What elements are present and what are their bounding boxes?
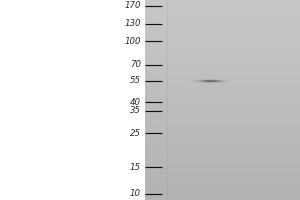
Text: 55: 55 xyxy=(130,76,141,85)
Bar xyxy=(145,0,300,200)
Text: 25: 25 xyxy=(130,129,141,138)
Text: 100: 100 xyxy=(124,37,141,46)
Text: 40: 40 xyxy=(130,98,141,107)
Text: 130: 130 xyxy=(124,19,141,28)
Text: 35: 35 xyxy=(130,106,141,115)
Text: 10: 10 xyxy=(130,190,141,198)
Text: 70: 70 xyxy=(130,60,141,69)
Text: 15: 15 xyxy=(130,163,141,172)
Text: 170: 170 xyxy=(124,1,141,10)
